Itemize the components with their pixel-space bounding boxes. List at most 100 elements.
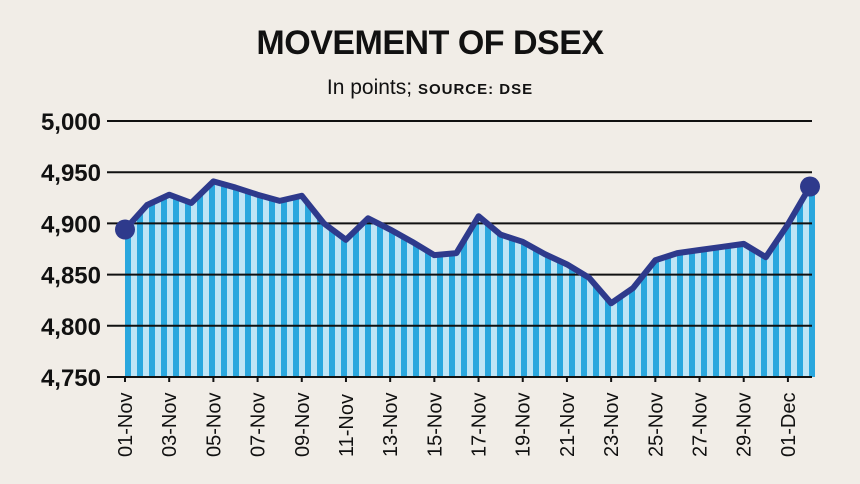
area-stripe	[785, 224, 791, 377]
area-stripe	[383, 227, 389, 377]
area-stripe	[791, 213, 797, 377]
area-stripe	[395, 233, 401, 377]
area-stripe	[593, 285, 599, 377]
area-stripe	[455, 250, 461, 377]
area-stripe	[575, 271, 581, 377]
area-stripe	[269, 198, 275, 377]
area-stripe	[239, 189, 245, 377]
area-stripe	[737, 244, 743, 377]
area-stripe	[521, 242, 527, 377]
area-stripe	[677, 252, 683, 377]
area-stripe	[293, 197, 299, 377]
x-tick-label: 09-Nov	[292, 393, 314, 457]
area-stripe	[413, 244, 419, 377]
area-stripe	[209, 182, 215, 377]
area-stripe	[527, 245, 533, 377]
area-stripe	[731, 245, 737, 377]
x-tick-label: 17-Nov	[469, 393, 491, 457]
x-tick-label: 05-Nov	[203, 393, 225, 457]
area-stripe	[617, 297, 623, 377]
area-stripe	[431, 254, 437, 377]
area-stripe	[695, 250, 701, 377]
area-stripe	[689, 251, 695, 377]
x-tick-label: 07-Nov	[248, 393, 270, 457]
x-tick-label: 01-Nov	[115, 393, 137, 457]
area-stripe	[491, 229, 497, 377]
x-tick-label: 25-Nov	[645, 393, 667, 457]
area-stripe	[653, 260, 659, 377]
x-tick-label: 29-Nov	[734, 393, 756, 457]
area-stripe	[287, 198, 293, 377]
area-stripe	[365, 218, 371, 377]
area-stripe	[299, 196, 305, 377]
area-stripe	[359, 224, 365, 377]
area-stripe	[437, 254, 443, 377]
area-stripe	[281, 199, 287, 377]
area-stripe	[353, 230, 359, 377]
area-stripe	[587, 278, 593, 377]
x-tick-label: 01-Dec	[778, 393, 800, 457]
y-tick-label: 4,950	[41, 160, 101, 187]
y-tick-label: 4,850	[41, 263, 101, 290]
area-stripe	[323, 224, 329, 377]
area-stripe	[497, 234, 503, 377]
area-stripe	[245, 191, 251, 377]
chart-title: MOVEMENT OF DSEX	[256, 24, 604, 62]
start-point-marker	[115, 219, 135, 240]
area-stripe	[479, 219, 485, 377]
area-stripe	[371, 221, 377, 377]
y-tick-label: 4,750	[41, 365, 101, 392]
area-stripe	[161, 197, 167, 377]
y-tick-label: 4,800	[41, 314, 101, 341]
x-tick-label: 21-Nov	[557, 393, 579, 457]
area-stripe	[779, 233, 785, 377]
area-stripe	[659, 258, 665, 377]
area-stripe	[611, 301, 617, 377]
area-stripe	[143, 206, 149, 377]
area-stripe	[749, 248, 755, 377]
area-stripe	[773, 242, 779, 377]
area-stripe	[257, 195, 263, 377]
area-stripe	[473, 220, 479, 377]
x-tick-label: 23-Nov	[601, 393, 623, 457]
x-tick-label: 15-Nov	[424, 393, 446, 457]
area-stripe	[671, 254, 677, 377]
area-stripe	[647, 266, 653, 377]
area-stripe	[311, 211, 317, 377]
area-stripe	[197, 194, 203, 377]
area-stripe	[191, 200, 197, 377]
area-stripe	[725, 246, 731, 377]
area-stripe	[401, 237, 407, 377]
area-stripe	[275, 200, 281, 377]
area-stripe	[173, 197, 179, 377]
area-stripe	[179, 199, 185, 377]
area-stripe	[377, 224, 383, 377]
area-stripe	[167, 195, 173, 377]
dsex-series-line	[122, 178, 813, 307]
area-stripe	[389, 230, 395, 377]
area-stripe	[347, 235, 353, 377]
x-tick-label: 11-Nov	[336, 394, 358, 457]
area-stripe	[137, 212, 143, 377]
area-stripe	[515, 240, 521, 377]
area-stripe	[623, 292, 629, 377]
area-stripe	[335, 233, 341, 377]
area-stripe	[509, 238, 515, 377]
area-stripe	[665, 256, 671, 377]
area-stripe	[215, 182, 221, 377]
area-stripe	[557, 261, 563, 377]
area-stripe	[605, 299, 611, 377]
x-tick-label: 13-Nov	[380, 393, 402, 457]
y-tick-label: 4,900	[41, 211, 101, 238]
area-stripe	[125, 226, 131, 377]
area-stripe	[131, 219, 137, 377]
area-stripe	[797, 203, 803, 377]
area-stripe	[305, 203, 311, 377]
area-stripe	[185, 201, 191, 377]
area-stripe	[701, 249, 707, 377]
area-stripe	[767, 250, 773, 377]
area-stripe	[251, 193, 257, 377]
area-stripe	[719, 246, 725, 377]
chart-subtitle: In points; SOURCE: DSE	[0, 76, 860, 100]
